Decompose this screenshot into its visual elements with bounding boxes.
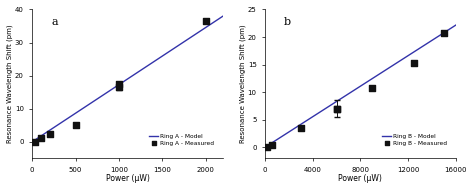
Ring B - Measured (368, 86, 376, 89)
Ring B - Measured (297, 127, 304, 130)
Ring A - Measured (72, 124, 79, 127)
Ring B - Measured (333, 107, 340, 110)
Text: b: b (284, 17, 291, 27)
X-axis label: Power (μW): Power (μW) (106, 174, 149, 183)
Ring A - Measured (31, 140, 38, 143)
Ring A - Measured (202, 20, 210, 23)
Legend: Ring B - Model, Ring B - Measured: Ring B - Model, Ring B - Measured (380, 132, 449, 148)
Ring B - Measured (333, 107, 340, 110)
Ring B - Measured (410, 62, 418, 65)
Ring A - Measured (115, 82, 123, 86)
Ring A - Measured (37, 137, 45, 140)
Ring B - Measured (440, 31, 447, 34)
Ring B - Measured (264, 145, 271, 148)
Ring A - Measured (115, 86, 123, 89)
Y-axis label: Resonance Wavelength Shift (pm): Resonance Wavelength Shift (pm) (7, 25, 13, 143)
Y-axis label: Resonance Wavelength Shift (pm): Resonance Wavelength Shift (pm) (240, 25, 246, 143)
Ring B - Measured (268, 143, 276, 146)
X-axis label: Power (μW): Power (μW) (338, 174, 383, 183)
Legend: Ring A - Model, Ring A - Measured: Ring A - Model, Ring A - Measured (147, 132, 216, 148)
Ring A - Measured (46, 132, 53, 135)
Text: a: a (51, 17, 58, 27)
